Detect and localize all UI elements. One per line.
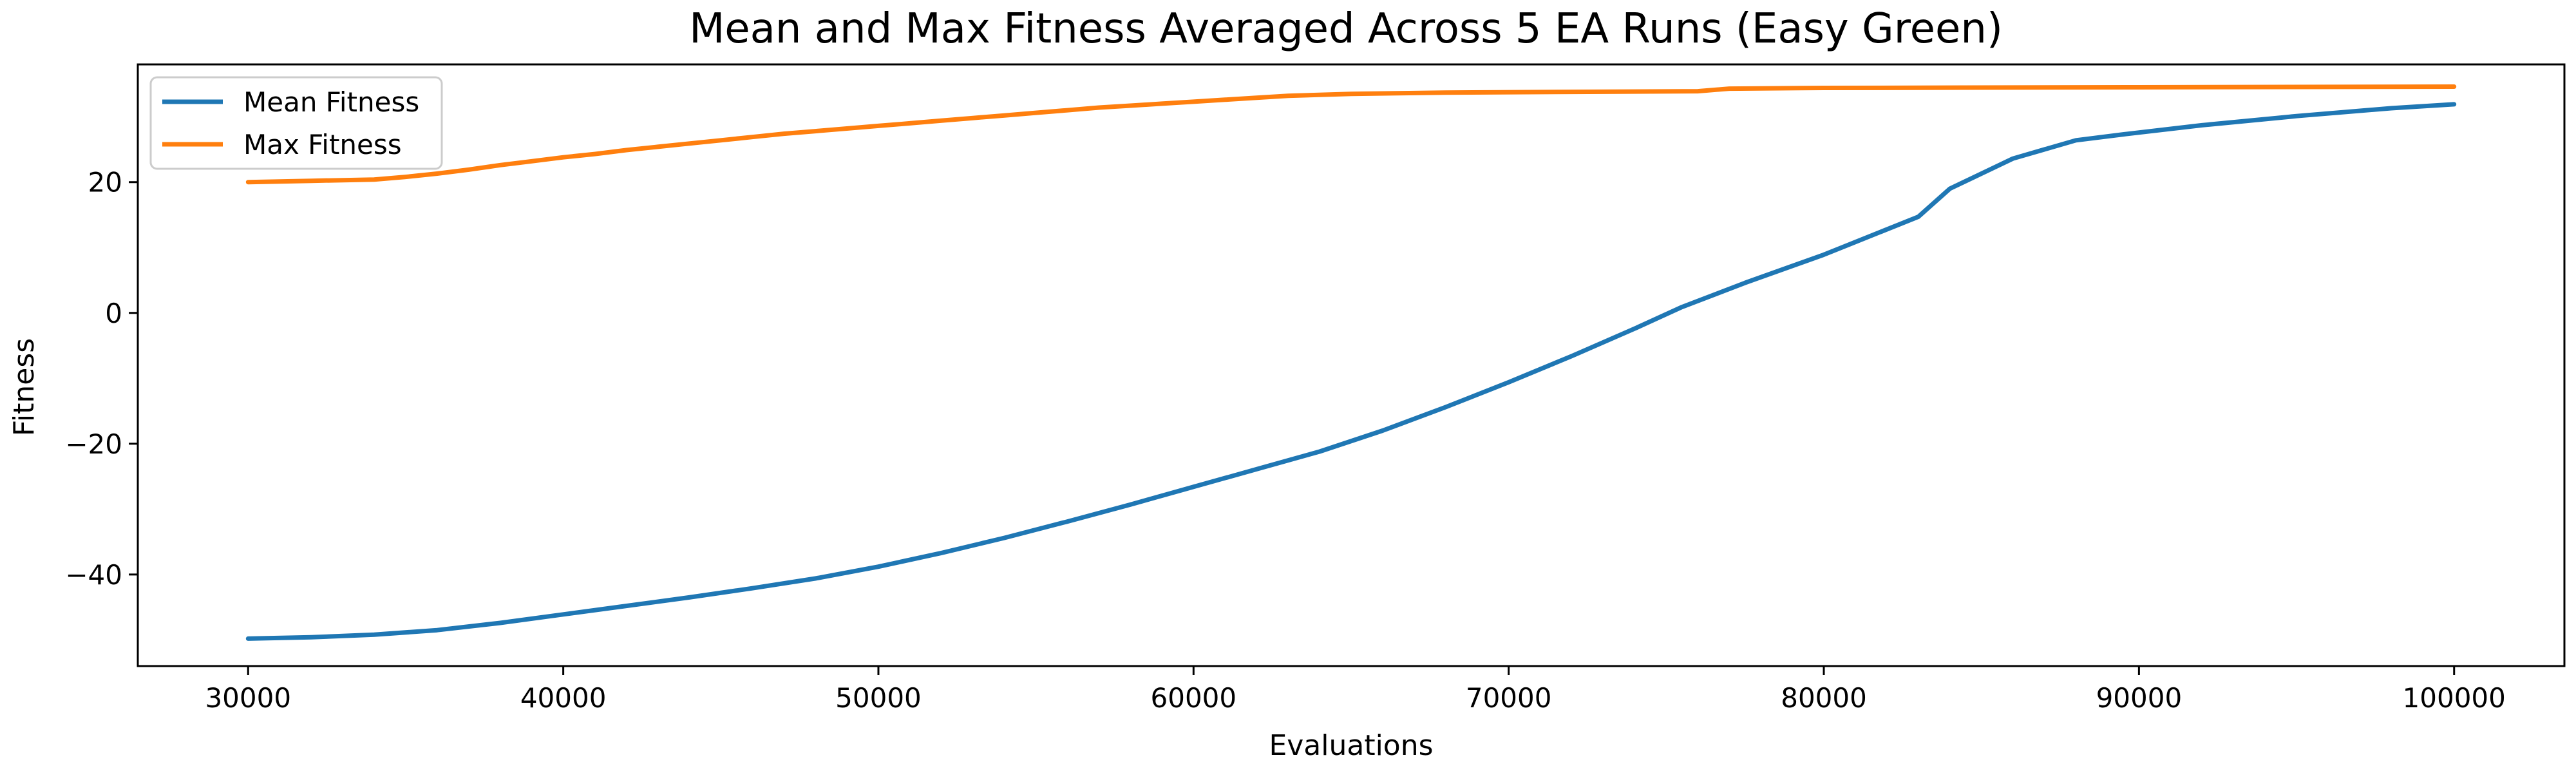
legend-label: Max Fitness — [243, 129, 402, 160]
y-tick-label: −40 — [65, 559, 122, 591]
plot-area: 30000 40000 50000 60000 70000 80000 90000 10000… — [65, 63, 2566, 714]
legend: Mean Fitness Max Fitness — [149, 76, 443, 170]
series-line-max-fitness — [245, 84, 2457, 185]
x-tick-label: 80000 — [1781, 682, 1867, 714]
series-line-mean-fitness — [245, 102, 2457, 641]
x-axis-label: Evaluations — [1269, 729, 1433, 762]
x-tick-label: 30000 — [205, 682, 291, 714]
y-tick-label: 20 — [88, 167, 122, 198]
chart-title: Mean and Max Fitness Averaged Across 5 E… — [689, 5, 2003, 53]
legend-label: Mean Fitness — [243, 86, 419, 118]
x-tick-label: 50000 — [835, 682, 922, 714]
axes-frame — [137, 63, 2566, 667]
x-tick-label: 70000 — [1466, 682, 1552, 714]
x-tick-label: 40000 — [520, 682, 607, 714]
x-tick-label: 60000 — [1151, 682, 1237, 714]
y-tick-label: −20 — [65, 428, 122, 460]
x-tick-label: 90000 — [2096, 682, 2183, 714]
y-tick-label: 0 — [105, 298, 122, 329]
y-axis-label: Fitness — [8, 338, 41, 436]
legend-box — [149, 76, 443, 170]
x-tick-label: 100000 — [2403, 682, 2506, 714]
